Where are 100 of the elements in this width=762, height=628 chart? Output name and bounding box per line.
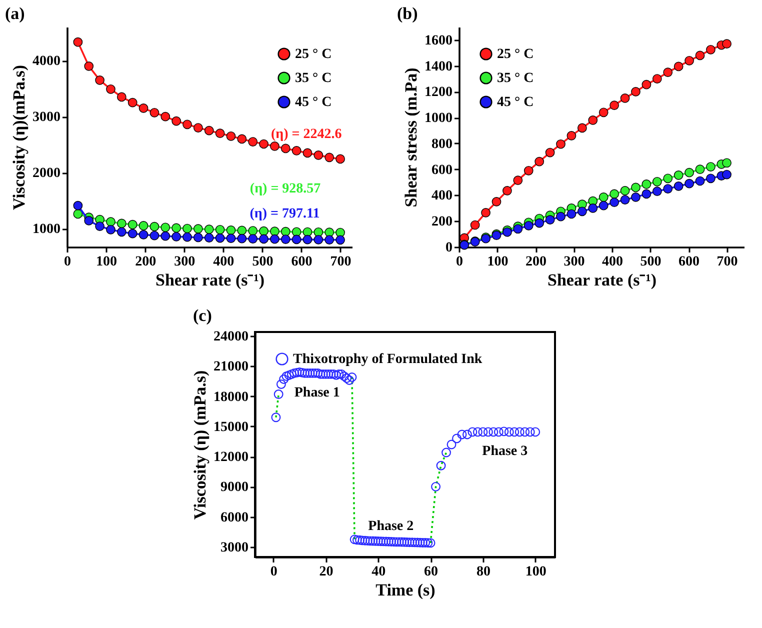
point <box>194 232 203 242</box>
legend-label: 35 ° C <box>295 71 332 86</box>
y-tick-label: 9000 <box>220 480 248 496</box>
point <box>610 198 619 208</box>
point <box>172 116 181 126</box>
point <box>674 170 684 180</box>
point <box>314 234 324 244</box>
point <box>722 39 732 48</box>
y-tick-label: 21000 <box>214 360 248 375</box>
point <box>259 234 268 244</box>
point <box>280 144 290 154</box>
legend-label: 45 ° C <box>497 95 534 110</box>
point <box>706 44 716 54</box>
y-tick-label: 6000 <box>220 510 248 526</box>
point <box>642 80 652 90</box>
point <box>194 123 203 132</box>
annotation: (η) = 797.11 <box>250 206 320 222</box>
point <box>566 209 576 219</box>
point <box>160 222 170 232</box>
point <box>215 128 225 138</box>
point <box>73 200 83 210</box>
point <box>237 134 247 144</box>
point <box>324 152 334 162</box>
point <box>160 112 170 122</box>
point <box>545 215 555 224</box>
point <box>620 94 630 103</box>
point <box>106 224 116 234</box>
point <box>73 37 83 47</box>
point <box>631 87 640 96</box>
point <box>706 162 716 172</box>
point <box>684 168 694 178</box>
point <box>150 230 160 240</box>
y-tick-label: 200 <box>432 214 452 230</box>
point <box>620 186 630 196</box>
point <box>674 182 684 191</box>
point <box>270 226 280 236</box>
point <box>642 180 652 189</box>
point <box>150 108 160 118</box>
point <box>706 174 716 184</box>
x-tick-label: 100 <box>487 254 508 270</box>
point <box>631 192 640 202</box>
x-tick-label: 300 <box>174 254 196 270</box>
point <box>226 226 236 235</box>
legend-label: 35 ° C <box>497 71 534 86</box>
point <box>270 142 280 151</box>
chart-title: (b) <box>397 4 418 23</box>
point <box>106 217 116 226</box>
point <box>84 62 94 71</box>
point <box>248 234 258 244</box>
x-tick-label: 40 <box>372 564 386 580</box>
point <box>182 120 192 130</box>
x-tick-label: 200 <box>526 254 547 270</box>
point <box>695 176 705 186</box>
point <box>302 234 312 244</box>
y-tick-label: 1200 <box>424 85 452 100</box>
point <box>652 74 662 84</box>
point <box>138 221 148 230</box>
point <box>674 62 684 72</box>
point <box>280 226 290 236</box>
point <box>128 98 138 108</box>
point <box>292 146 302 156</box>
point <box>556 212 566 222</box>
point <box>598 200 608 210</box>
point <box>684 56 694 66</box>
point <box>513 176 523 186</box>
y-tick-label: 15000 <box>214 420 248 435</box>
point <box>588 116 598 125</box>
point <box>150 222 160 232</box>
point <box>128 220 138 230</box>
legend-label: Thixotrophy of Formulated Ink <box>293 352 482 367</box>
point <box>652 186 662 196</box>
x-tick-label: 0 <box>456 254 463 270</box>
point <box>182 224 192 234</box>
point <box>610 189 619 199</box>
x-axis-title: Time (s) <box>376 580 436 600</box>
chart-title: (c) <box>193 306 212 326</box>
chart-title: (a) <box>5 4 25 23</box>
x-tick-label: 500 <box>640 254 662 270</box>
point <box>524 220 534 230</box>
point <box>588 204 598 213</box>
point <box>610 100 619 110</box>
point <box>684 178 694 188</box>
legend-label: 25 ° C <box>497 47 534 62</box>
point <box>182 232 192 242</box>
y-tick-label: 1000 <box>32 222 60 238</box>
y-tick-label: 12000 <box>214 450 248 466</box>
point <box>695 164 705 174</box>
point <box>502 186 512 196</box>
point <box>226 131 236 141</box>
point <box>534 156 544 166</box>
point <box>226 234 236 243</box>
point <box>302 148 312 158</box>
point <box>248 226 258 236</box>
point <box>722 158 732 168</box>
point <box>620 195 630 204</box>
point <box>95 222 104 231</box>
x-tick-label: 600 <box>678 254 700 270</box>
annotation: (η) = 2242.6 <box>271 126 342 142</box>
point <box>237 226 247 236</box>
point <box>578 206 587 216</box>
